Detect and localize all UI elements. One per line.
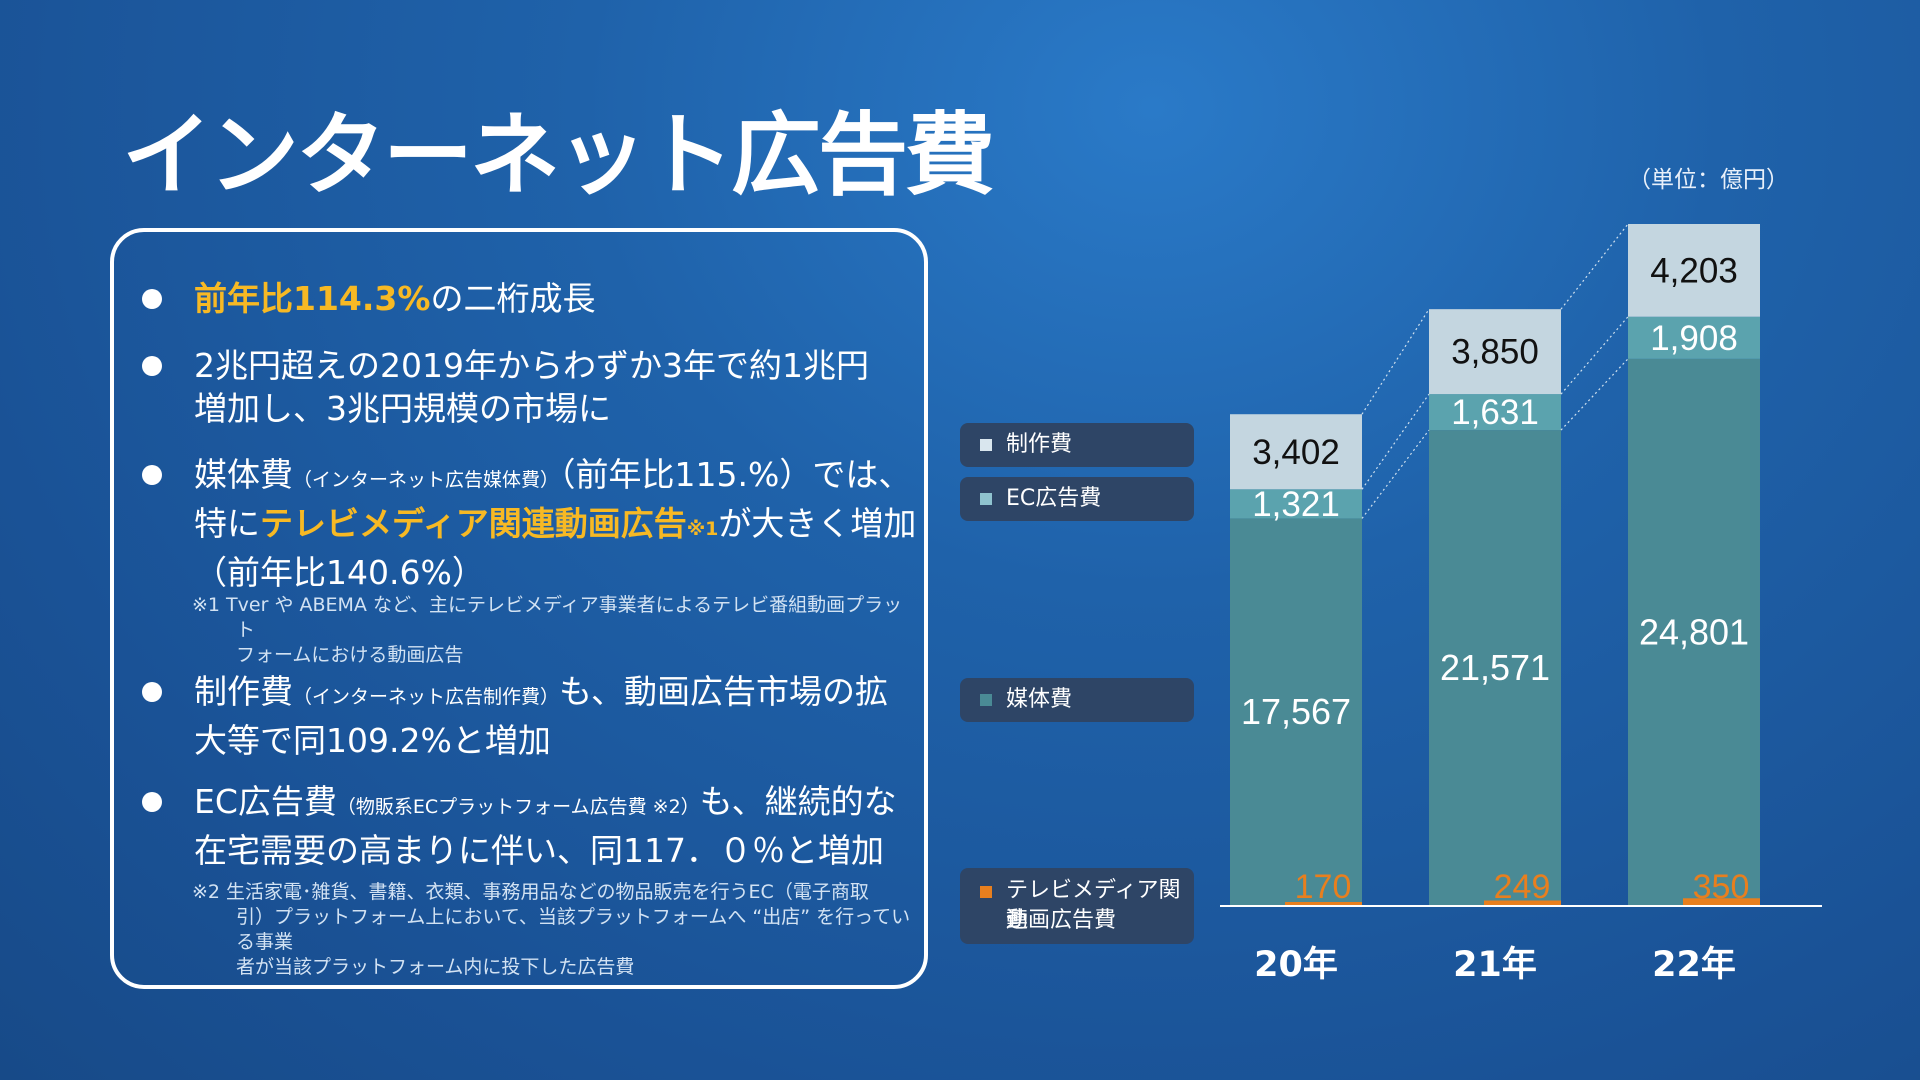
legend-production-label: 制作費: [1006, 432, 1073, 457]
production-cost-line2: 大等で同109.2%と増加: [194, 721, 551, 760]
value-label-tv-video-0: 170: [1295, 868, 1352, 906]
bar-tv-video-1: [1484, 900, 1561, 906]
footnote-2: ※2 生活家電･雑貨、書籍、衣類、事務用品などの物品販売を行うEC（電子商取 引…: [192, 880, 912, 980]
ec-cost-note: （物販系ECプラットフォーム広告費 ※2）: [336, 796, 700, 818]
bullet-ec-cost: EC広告費（物販系ECプラットフォーム広告費 ※2）も、継続的な 在宅需要の高ま…: [142, 780, 922, 872]
media-cost-term: 媒体費: [194, 455, 293, 494]
bar-媒体費-0: [1230, 518, 1362, 906]
legend-tv-video-swatch: [980, 886, 992, 898]
bar-EC広告費-2: [1628, 316, 1760, 359]
media-cost-note: （インターネット広告媒体費）: [293, 469, 560, 491]
value-label-tv-video-1: 249: [1494, 868, 1551, 906]
legend-tv-video-label-line2: 動画広告費: [1006, 908, 1117, 933]
legend-ec-label: EC広告費: [1006, 486, 1102, 511]
media-cost-line2-post: が大きく増加: [718, 504, 917, 543]
bullet-media-cost: 媒体費（インターネット広告媒体費）（前年比115.%）では、 特にテレビメディア…: [142, 453, 922, 594]
media-cost-line2-pre: 特に: [194, 504, 260, 543]
value-label-EC広告費-1: 1,631: [1451, 393, 1539, 432]
legend-tv-video-label-line1: テレビメディア関連: [1006, 878, 1181, 933]
market-size-line1: 2兆円超えの2019年からわずか3年で約1兆円: [194, 346, 869, 385]
value-label-媒体費-0: 17,567: [1241, 691, 1351, 732]
value-label-tv-video-2: 350: [1693, 868, 1750, 906]
legend-tv-video: テレビメディア関連 動画広告費: [960, 868, 1194, 944]
production-cost-note: （インターネット広告制作費）: [293, 686, 560, 708]
growth-highlight: 前年比114.3%: [194, 279, 431, 318]
production-cost-text: も、動画広告市場の拡: [559, 672, 889, 711]
bar-制作費-1: [1429, 309, 1561, 395]
legend-media: 媒体費: [960, 678, 1194, 722]
legend-production: 制作費: [960, 423, 1194, 467]
bullet-growth: 前年比114.3%の二桁成長: [142, 277, 922, 320]
page-title: インターネット広告費: [122, 103, 995, 208]
legend-ec: EC広告費: [960, 477, 1194, 521]
legend-media-label: 媒体費: [1006, 687, 1073, 712]
connector-line-0-2: [1361, 429, 1430, 519]
market-size-line2: 増加し、3兆円規模の市場に: [194, 389, 611, 428]
connector-line-1-0: [1560, 223, 1629, 310]
tv-video-ref: ※1: [686, 518, 719, 540]
ec-cost-term: EC広告費: [194, 782, 337, 821]
footnote-2-line2: 引）プラットフォーム上において、当該プラットフォームへ “出店” を行っている事…: [236, 906, 911, 953]
bar-tv-video-0: [1285, 902, 1362, 906]
bar-制作費-0: [1230, 414, 1362, 490]
value-label-媒体費-1: 21,571: [1440, 647, 1550, 688]
bullet-box: 前年比114.3%の二桁成長 2兆円超えの2019年からわずか3年で約1兆円 増…: [110, 228, 928, 989]
bar-制作費-2: [1628, 224, 1760, 317]
value-label-制作費-2: 4,203: [1650, 251, 1738, 290]
value-label-制作費-0: 3,402: [1252, 433, 1340, 472]
media-cost-line3: （前年比140.6%）: [194, 553, 485, 592]
media-cost-growth: （前年比115.%）では、: [559, 455, 912, 494]
connector-line-1-1: [1560, 316, 1629, 395]
bar-EC広告費-0: [1230, 489, 1362, 519]
bullet-production-cost: 制作費（インターネット広告制作費）も、動画広告市場の拡 大等で同109.2%と増…: [142, 670, 922, 762]
footnote-1-line1: ※1 Tver や ABEMA など、主にテレビメディア事業者によるテレビ番組動…: [192, 594, 903, 641]
legend-media-swatch: [980, 694, 992, 706]
growth-text: の二桁成長: [430, 279, 596, 318]
connector-line-0-1: [1361, 393, 1430, 490]
footnote-1: ※1 Tver や ABEMA など、主にテレビメディア事業者によるテレビ番組動…: [192, 593, 912, 668]
ec-cost-text: も、継続的な: [699, 782, 897, 821]
bar-媒体費-1: [1429, 430, 1561, 906]
bar-EC広告費-1: [1429, 394, 1561, 431]
bar-tv-video-2: [1683, 898, 1760, 906]
connector-line-1-2: [1560, 358, 1629, 431]
footnote-2-line1: ※2 生活家電･雑貨、書籍、衣類、事務用品などの物品販売を行うEC（電子商取: [192, 881, 869, 903]
value-label-媒体費-2: 24,801: [1639, 611, 1749, 652]
value-label-EC広告費-0: 1,321: [1252, 485, 1340, 524]
bullet-market-size: 2兆円超えの2019年からわずか3年で約1兆円 増加し、3兆円規模の市場に: [142, 344, 922, 430]
category-label-0: 20年: [1254, 945, 1338, 985]
legend-ec-swatch: [980, 493, 992, 505]
ec-cost-line2: 在宅需要の高まりに伴い、同117．０％と増加: [194, 831, 884, 870]
legend-production-swatch: [980, 439, 992, 451]
tv-video-highlight: テレビメディア関連動画広告: [260, 504, 687, 543]
unit-label: （単位：億円）: [1628, 167, 1789, 193]
value-label-制作費-1: 3,850: [1451, 333, 1539, 372]
value-label-EC広告費-2: 1,908: [1650, 319, 1738, 358]
category-label-1: 21年: [1453, 945, 1537, 985]
connector-line-0-0: [1361, 308, 1430, 415]
production-cost-term: 制作費: [194, 672, 293, 711]
category-label-2: 22年: [1652, 945, 1736, 985]
bar-媒体費-2: [1628, 358, 1760, 907]
footnote-1-line2: フォームにおける動画広告: [236, 644, 464, 666]
footnote-2-line3: 者が当該プラットフォーム内に投下した広告費: [236, 956, 635, 978]
